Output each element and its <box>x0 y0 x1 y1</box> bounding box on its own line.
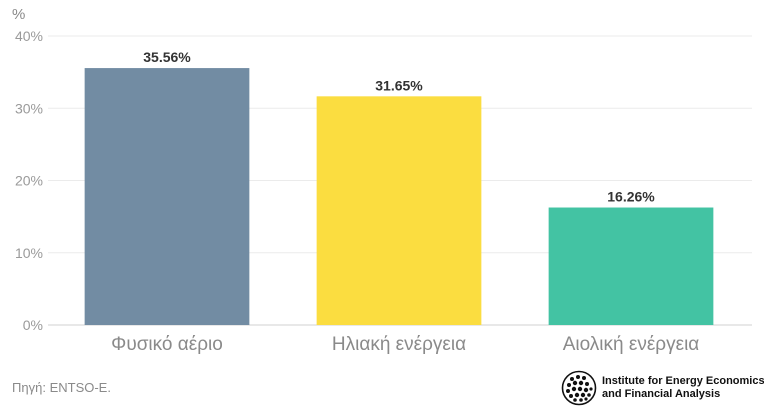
logo-line-1: Institute for Energy Economics <box>602 375 764 387</box>
bar <box>548 207 714 325</box>
value-label: 16.26% <box>607 189 655 205</box>
y-axis-ticks: 0% 10% 20% 30% 40% <box>15 28 43 333</box>
category-labels: Φυσικό αέριο Ηλιακή ενέργεια Αιολική ενέργ… <box>111 334 699 355</box>
value-labels: 35.56% 31.65% 16.26% <box>143 49 655 204</box>
y-tick-label: 0% <box>23 317 43 333</box>
y-tick-label: 30% <box>15 100 43 116</box>
bars <box>84 68 714 325</box>
y-tick-label: 20% <box>15 173 43 189</box>
value-label: 31.65% <box>375 77 423 93</box>
y-tick-label: 40% <box>15 28 43 44</box>
bar <box>84 68 250 325</box>
bar <box>316 96 482 325</box>
ieefa-logo: Institute for Energy Economics and Finan… <box>561 368 764 408</box>
category-label: Ηλιακή ενέργεια <box>332 334 466 355</box>
y-tick-label: 10% <box>15 245 43 261</box>
source-note: Πηγή: ENTSO-E. <box>12 380 111 395</box>
category-label: Αιολική ενέργεια <box>563 334 700 355</box>
globe-icon <box>561 370 597 406</box>
value-label: 35.56% <box>143 49 191 65</box>
bar-chart: % 0% 10% 20% 30% 40% 35.56% 31.65% 16.26% Φυσι… <box>12 6 752 355</box>
y-axis-unit: % <box>12 6 25 23</box>
category-label: Φυσικό αέριο <box>111 334 223 355</box>
logo-line-2: and Financial Analysis <box>602 388 721 400</box>
